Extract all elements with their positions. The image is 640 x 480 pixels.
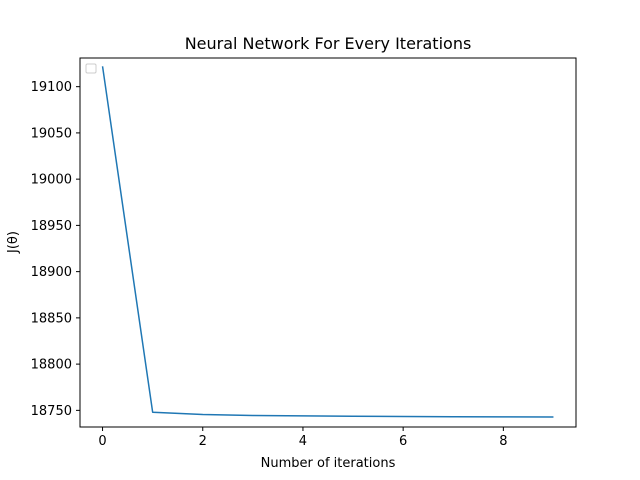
x-tick-label: 8: [499, 434, 507, 449]
x-tick-label: 4: [299, 434, 307, 449]
x-axis-label: Number of iterations: [261, 456, 396, 471]
series-line: [101, 66, 554, 418]
x-axis-ticks: 0 2 4 6 8: [98, 427, 507, 449]
y-axis-label: J(θ): [6, 231, 21, 254]
y-tick-label: 18850: [31, 311, 72, 326]
y-tick-label: 18800: [31, 358, 72, 373]
series-layer: [101, 66, 554, 418]
chart-title: Neural Network For Every Iterations: [185, 34, 472, 53]
y-tick-label: 19000: [31, 173, 72, 188]
plot-area-frame: [79, 57, 577, 428]
y-tick-label: 18950: [31, 219, 72, 234]
y-axis-ticks: 18750 18800 18850 18900 18950 19000 19050 19100: [31, 80, 80, 419]
legend-box: [85, 63, 97, 74]
y-tick-label: 18900: [31, 265, 72, 280]
y-tick-label: 18750: [31, 404, 72, 419]
x-tick-label: 0: [98, 434, 106, 449]
x-tick-label: 6: [399, 434, 407, 449]
x-tick-label: 2: [199, 434, 207, 449]
y-tick-label: 19100: [31, 80, 72, 95]
y-tick-label: 19050: [31, 126, 72, 141]
